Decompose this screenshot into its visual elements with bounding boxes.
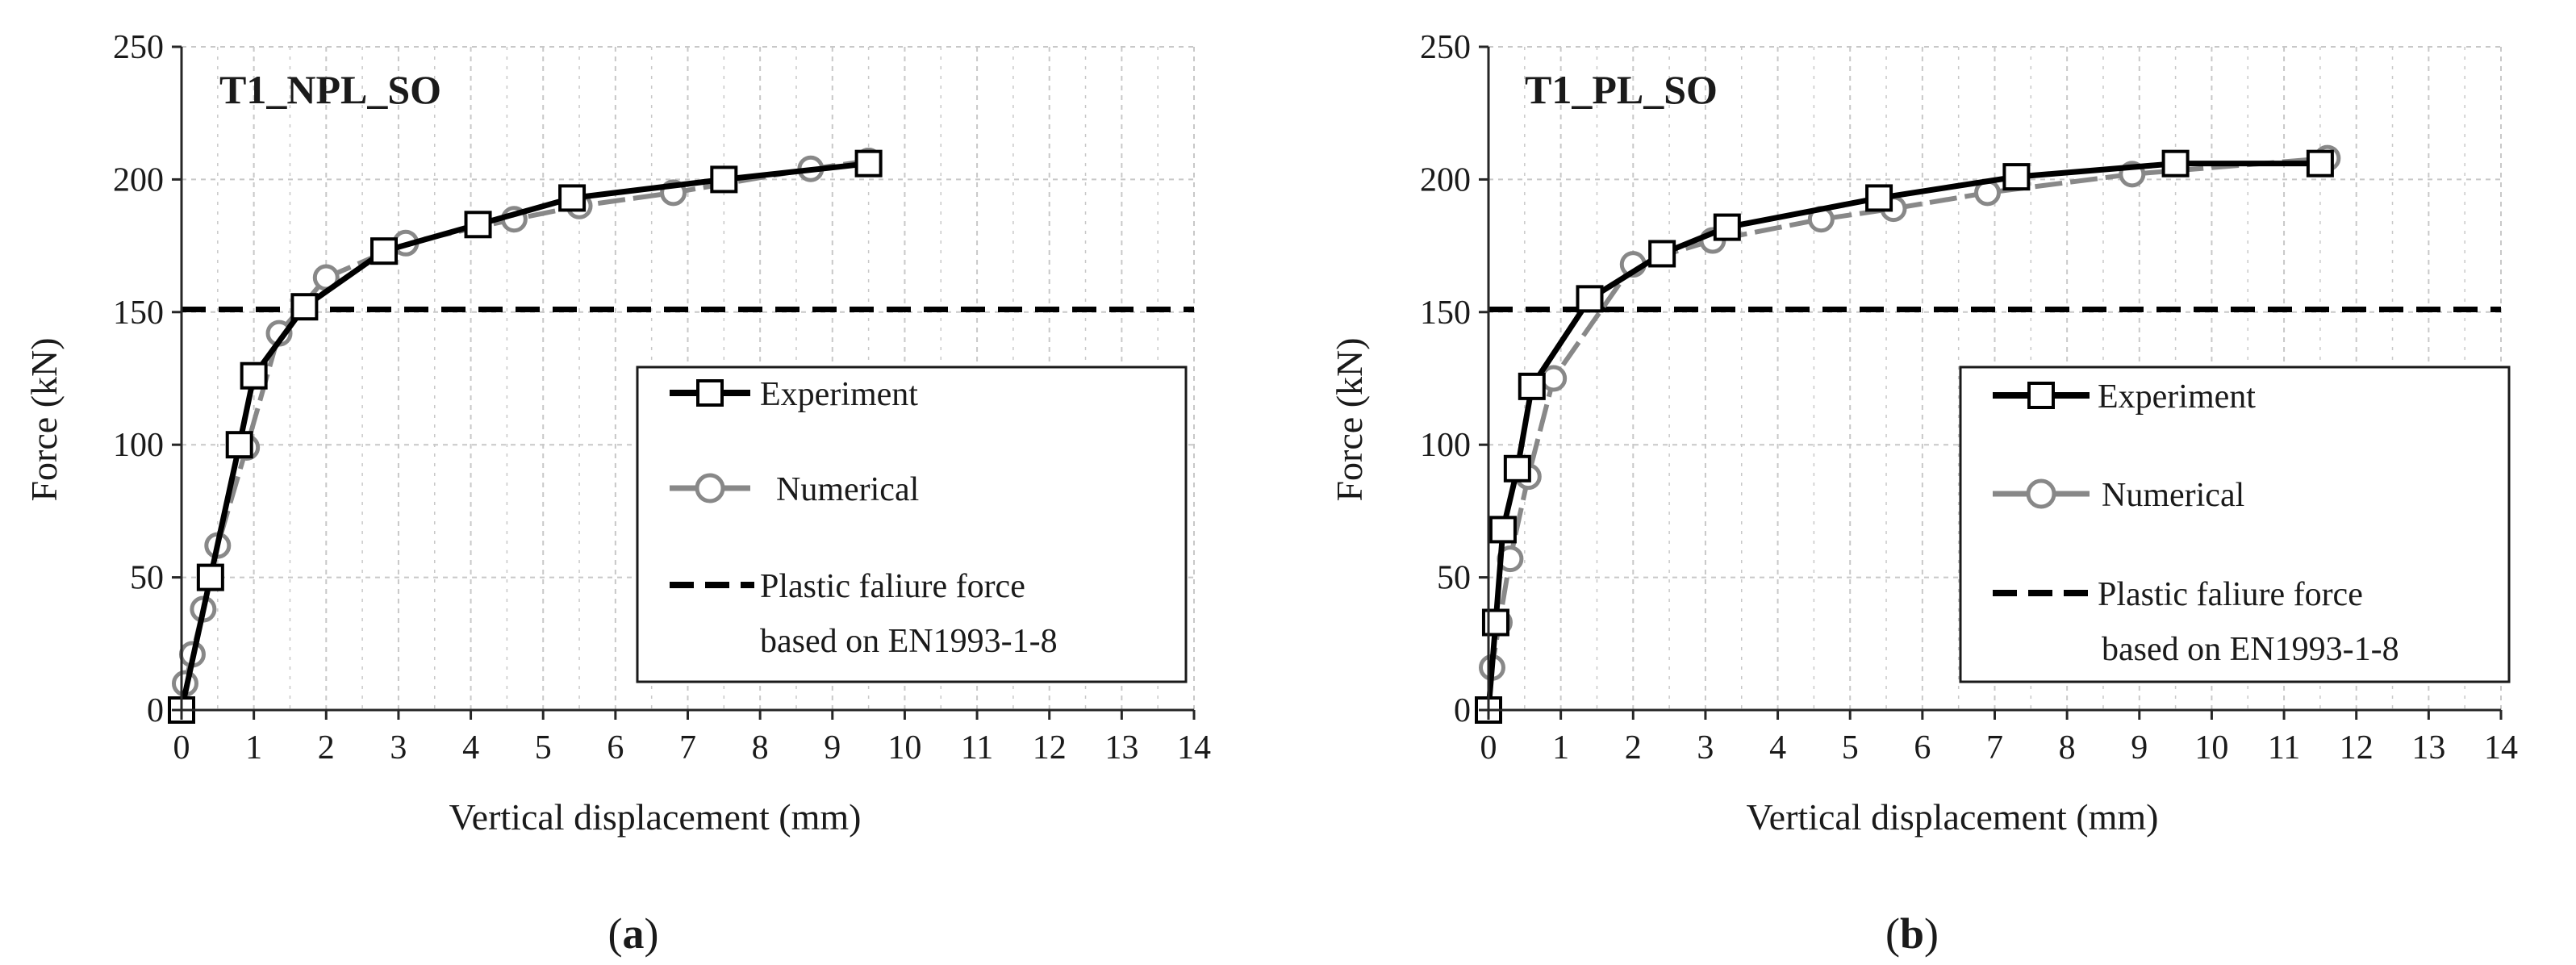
x-tick-label-1-a: 1 [245,729,262,767]
legend-numerical-marker-b [2026,478,2056,509]
experiment-point-b [1576,285,1604,313]
legend-numerical-label-a: Numerical [776,471,919,508]
x-tick-label-2-a: 2 [318,729,335,767]
caption-b: (b) [1885,909,1939,958]
y-tick-label-250-b: 250 [1420,29,1471,66]
experiment-point-b [2002,163,2031,191]
legend-plastic-label-a: Plastic faliure force [760,568,1025,605]
experiment-point-a [370,237,398,265]
y-axis-title-b: Force (kN) [1329,337,1370,501]
x-tick-label-7-b: 7 [1986,729,2003,767]
legend-box-a [636,366,1188,683]
legend-plastic-label-b: Plastic faliure force [2098,576,2363,613]
y-tick-label-0-b: 0 [1454,692,1471,729]
x-tick-label-13-b: 13 [2411,729,2445,767]
panel-title-b: T1_PL_SO [1525,67,1718,112]
y-tick-label-0-a: 0 [147,692,164,729]
experiment-point-a [290,293,319,321]
x-tick-label-8-a: 8 [752,729,769,767]
experiment-point-b [1481,608,1509,637]
x-tick-label-8-b: 8 [2059,729,2076,767]
y-tick-label-100-b: 100 [1420,427,1471,464]
experiment-point-b [1648,240,1676,268]
experiment-series-a [168,149,883,724]
legend-a: Experiment Numerical Plastic faliure for… [636,366,1188,683]
x-tick-label-10-b: 10 [2194,729,2228,767]
y-tick-label-50-b: 50 [1437,560,1471,597]
y-tick-label-250-a: 250 [113,29,164,66]
axes-b [1479,45,2503,720]
y-tick-label-150-b: 150 [1420,295,1471,332]
experiment-point-a [710,165,738,194]
legend-experiment-label-a: Experiment [760,376,918,413]
caption-a: (a) [608,909,659,958]
y-axis-title-a: Force (kN) [23,337,65,501]
legend-experiment-label-b: Experiment [2098,378,2256,416]
experiment-point-b [2161,149,2190,178]
x-tick-label-11-a: 11 [961,729,993,767]
x-tick-label-4-b: 4 [1769,729,1786,767]
x-tick-label-2-b: 2 [1625,729,1642,767]
x-tick-label-4-a: 4 [462,729,479,767]
x-tick-label-9-b: 9 [2131,729,2148,767]
experiment-point-b [1865,184,1893,212]
experiment-point-a [558,184,587,212]
experiment-point-a [464,211,492,239]
legend-box-b [1959,366,2511,683]
x-axis-title-b: Vertical displacement (mm) [1747,796,2159,838]
experiment-point-b [1488,516,1517,544]
experiment-point-a [240,361,268,390]
x-tick-label-1-b: 1 [1552,729,1569,767]
x-tick-label-12-a: 12 [1033,729,1067,767]
y-tick-label-100-a: 100 [113,427,164,464]
x-tick-label-14-b: 14 [2484,729,2518,767]
y-tick-label-200-a: 200 [113,161,164,198]
x-tick-label-0-a: 0 [173,729,190,767]
x-tick-label-5-a: 5 [535,729,552,767]
legend-numerical-label-b: Numerical [2102,477,2244,514]
x-tick-label-5-b: 5 [1842,729,1859,767]
x-tick-label-6-a: 6 [607,729,624,767]
x-tick-label-14-a: 14 [1177,729,1211,767]
x-tick-labels-b: 0 1 2 3 4 5 6 7 8 9 10 11 12 13 14 [1480,729,2519,767]
y-tick-label-200-b: 200 [1420,161,1471,198]
legend-experiment-marker-b [2027,382,2055,409]
experiment-line-a [178,161,869,711]
x-tick-label-3-b: 3 [1697,729,1714,767]
x-tick-label-7-a: 7 [679,729,696,767]
experiment-point-b [1518,372,1546,400]
y-tick-label-50-a: 50 [130,560,164,597]
experiment-point-a [854,149,883,178]
experiment-point-b [1713,213,1741,241]
experiment-point-b [2306,149,2334,178]
axes-a [172,45,1196,720]
y-tick-labels-b: 0 50 100 150 200 250 [1420,29,1471,729]
x-tick-label-10-a: 10 [887,729,921,767]
x-tick-label-9-a: 9 [824,729,841,767]
x-axis-title-a: Vertical displacement (mm) [449,796,862,838]
x-tick-label-11-b: 11 [2268,729,2300,767]
x-tick-label-3-a: 3 [390,729,407,767]
experiment-point-a [196,563,224,591]
legend-plastic-label-line2-b: based on EN1993-1-8 [2102,631,2399,668]
legend-b: Experiment Numerical Plastic faliure for… [1959,366,2511,683]
experiment-point-b [1503,454,1531,482]
numerical-line-a [179,158,870,711]
x-tick-label-6-b: 6 [1914,729,1931,767]
y-tick-labels-a: 0 50 100 150 200 250 [113,29,164,729]
legend-numerical-marker-a [695,473,725,503]
legend-experiment-marker-a [696,379,724,407]
y-tick-label-150-a: 150 [113,295,164,332]
x-tick-label-13-a: 13 [1104,729,1138,767]
x-tick-label-12-b: 12 [2340,729,2374,767]
panel-title-a: T1_NPL_SO [219,67,441,112]
experiment-point-a [225,431,253,459]
x-tick-labels-a: 0 1 2 3 4 5 6 7 8 9 10 11 12 13 14 [173,729,1212,767]
x-tick-label-0-b: 0 [1480,729,1497,767]
legend-plastic-label-line2-a: based on EN1993-1-8 [760,623,1058,660]
experiment-line-b [1485,161,2320,711]
